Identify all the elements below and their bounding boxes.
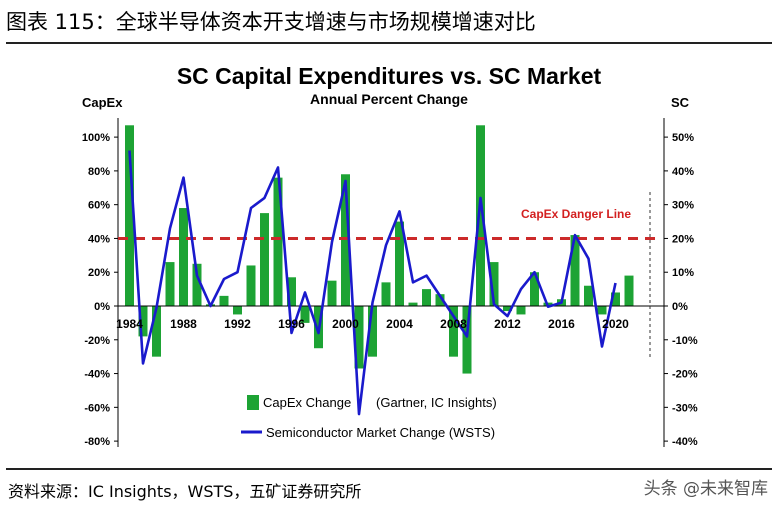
left-tick-label: -20% <box>84 335 110 347</box>
left-tick-label: -60% <box>84 402 110 414</box>
right-tick-label: 30% <box>672 200 694 212</box>
left-axis-label: CapEx <box>82 95 123 110</box>
capex-bar <box>219 295 229 306</box>
x-tick-label: 2012 <box>494 317 521 331</box>
legend-bar-source: (Gartner, IC Insights) <box>376 395 497 410</box>
capex-bar <box>584 285 593 306</box>
capex-bar <box>489 262 499 306</box>
capex-bar <box>152 306 161 357</box>
right-tick-label: 40% <box>672 166 694 178</box>
capex-bar <box>179 208 188 306</box>
capex-bar <box>422 289 431 306</box>
market-change-line <box>128 150 617 416</box>
right-tick-label: 10% <box>672 267 694 279</box>
capex-bar <box>260 213 269 306</box>
x-tick-label: 1984 <box>116 317 143 331</box>
left-tick-label: 0% <box>94 301 110 313</box>
capex-bar <box>611 292 620 306</box>
capex-bar <box>233 306 242 315</box>
legend-bar-swatch <box>247 395 259 410</box>
source-note: 资料来源：IC Insights，WSTS，五矿证券研究所 <box>8 482 362 501</box>
capex-bar <box>476 125 485 307</box>
capex-bar <box>516 306 526 315</box>
bottom-rule <box>6 468 772 470</box>
capex-bar <box>597 306 607 315</box>
x-tick-label: 2008 <box>440 317 467 331</box>
left-tick-label: 80% <box>88 166 110 178</box>
capex-bar <box>381 282 391 306</box>
capex-bar <box>462 306 472 374</box>
capex-bar <box>570 235 580 306</box>
capex-bar <box>341 174 350 306</box>
left-tick-label: -80% <box>84 436 110 448</box>
x-tick-label: 2020 <box>602 317 629 331</box>
capex-bar <box>624 275 634 306</box>
figure-title: 图表 115：全球半导体资本开支增速与市场规模增速对比 <box>6 10 536 34</box>
capex-bar <box>449 306 458 357</box>
danger-line-label: CapEx Danger Line <box>521 207 631 221</box>
left-tick-label: -40% <box>84 369 110 381</box>
left-tick-label: 60% <box>88 200 110 212</box>
legend-line-label: Semiconductor Market Change (WSTS) <box>266 425 495 440</box>
right-tick-label: -30% <box>672 402 698 414</box>
capex-bar <box>408 302 418 306</box>
left-tick-label: 40% <box>88 233 110 245</box>
capex-bar <box>435 294 445 306</box>
left-tick-label: 100% <box>82 132 110 144</box>
capex-bar <box>300 306 310 323</box>
right-tick-label: 0% <box>672 301 688 313</box>
capex-bar <box>395 221 404 306</box>
capex-bar <box>503 306 512 312</box>
right-tick-label: 50% <box>672 132 694 144</box>
top-rule <box>6 42 772 44</box>
capex-bar <box>138 306 148 337</box>
capex-bar <box>165 262 175 306</box>
x-tick-label: 2004 <box>386 317 413 331</box>
capex-bar <box>192 263 202 306</box>
x-tick-label: 2000 <box>332 317 359 331</box>
right-tick-label: -40% <box>672 436 698 448</box>
watermark: 头条 @未来智库 <box>643 479 768 499</box>
chart-subtitle: Annual Percent Change <box>310 91 468 107</box>
capex-bar <box>125 125 134 307</box>
capex-bar <box>354 306 364 369</box>
x-tick-label: 1992 <box>224 317 251 331</box>
x-tick-label: 1996 <box>278 317 305 331</box>
capex-bar <box>368 306 377 357</box>
right-tick-label: -10% <box>672 335 698 347</box>
legend-bar-label: CapEx Change <box>263 395 351 410</box>
capex-bar <box>246 265 256 306</box>
x-tick-label: 2016 <box>548 317 575 331</box>
left-tick-label: 20% <box>88 267 110 279</box>
chart-title: SC Capital Expenditures vs. SC Market <box>177 63 602 89</box>
capex-bar <box>327 280 337 306</box>
right-tick-label: -20% <box>672 369 698 381</box>
right-tick-label: 20% <box>672 233 694 245</box>
right-axis-label: SC <box>671 95 690 110</box>
capex-bar <box>287 277 296 306</box>
capex-bar <box>530 272 539 306</box>
x-tick-label: 1988 <box>170 317 197 331</box>
capex-bar <box>273 177 283 306</box>
